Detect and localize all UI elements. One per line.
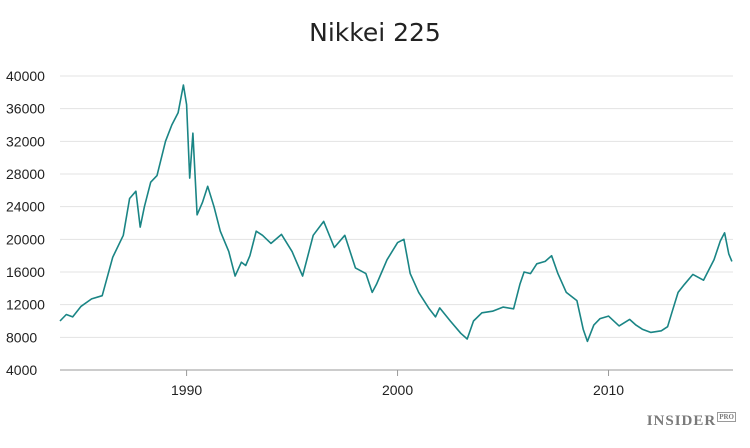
y-tick-label: 40000 [6,68,45,84]
y-tick-label: 12000 [6,297,45,313]
x-tick-label: 2010 [593,382,624,398]
y-tick-label: 16000 [6,264,45,280]
chart-title: Nikkei 225 [309,18,441,47]
y-tick-label: 32000 [6,133,45,149]
y-axis-ticks: 4000 8000 12000 16000 20000 24000 28000 32000 36… [6,68,45,378]
gridlines [60,75,733,371]
y-tick-label: 20000 [6,231,45,247]
insider-pro-logo: INSIDER PRO [646,412,736,430]
x-tick-label: 2000 [382,382,413,398]
y-tick-label: 8000 [6,329,37,345]
series-group [59,84,733,343]
logo-pro-badge: PRO [717,412,736,422]
series-line [59,84,733,343]
y-tick-label: 4000 [6,362,37,378]
x-tick-label: 1990 [171,382,202,398]
logo-main-text: INSIDER [646,413,717,429]
x-axis-ticks: 1990 2000 2010 [171,370,624,398]
y-tick-label: 24000 [6,199,45,215]
y-tick-label: 36000 [6,101,45,117]
y-tick-label: 28000 [6,166,45,182]
